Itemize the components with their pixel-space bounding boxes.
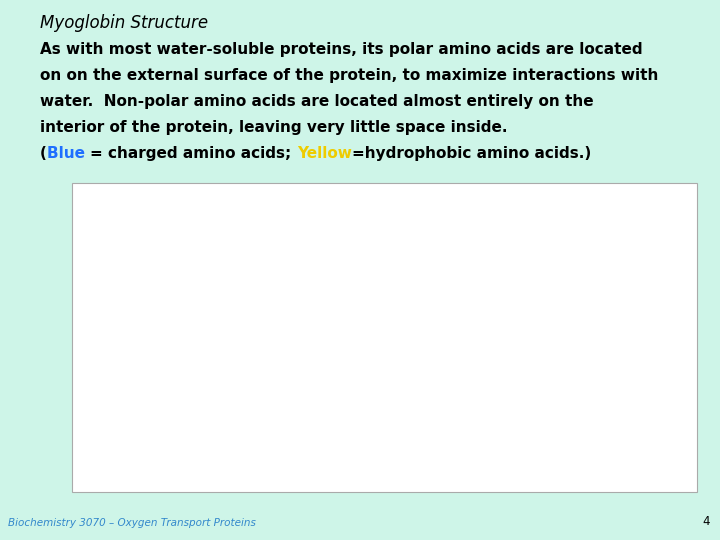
Text: = charged amino acids;: = charged amino acids; [90, 146, 297, 161]
Text: =hydrophobic amino acids.): =hydrophobic amino acids.) [351, 146, 590, 161]
Text: interior of the protein, leaving very little space inside.: interior of the protein, leaving very li… [40, 120, 508, 135]
Text: (: ( [40, 146, 47, 161]
Text: Yellow: Yellow [297, 146, 351, 161]
Text: Biochemistry 3070 – Oxygen Transport Proteins: Biochemistry 3070 – Oxygen Transport Pro… [8, 518, 256, 528]
Text: on on the external surface of the protein, to maximize interactions with: on on the external surface of the protei… [40, 68, 658, 83]
Text: Myoglobin Structure: Myoglobin Structure [40, 14, 208, 32]
Text: Blue: Blue [47, 146, 90, 161]
Text: As with most water-soluble proteins, its polar amino acids are located: As with most water-soluble proteins, its… [40, 42, 643, 57]
Text: 4: 4 [703, 515, 710, 528]
Bar [72, 183, 697, 492]
Text: water.  Non-polar amino acids are located almost entirely on the: water. Non-polar amino acids are located… [40, 94, 593, 109]
